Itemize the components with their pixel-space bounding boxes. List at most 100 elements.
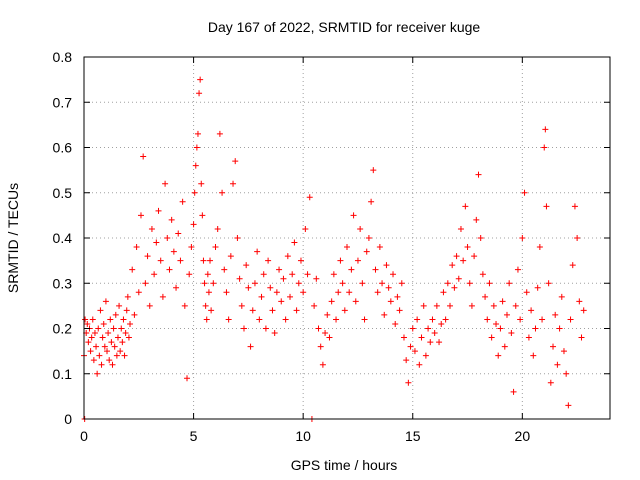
- data-point: [328, 298, 335, 305]
- data-point: [341, 307, 348, 314]
- data-point: [284, 253, 291, 260]
- data-point: [249, 307, 256, 314]
- data-point: [90, 357, 97, 364]
- data-point: [234, 235, 241, 241]
- data-point: [313, 275, 320, 282]
- data-point: [543, 203, 550, 210]
- data-point: [306, 194, 313, 201]
- data-point: [153, 239, 160, 246]
- data-point: [199, 212, 206, 219]
- data-point: [85, 339, 92, 346]
- data-point: [376, 244, 383, 251]
- data-point: [177, 257, 184, 264]
- data-point: [157, 257, 164, 264]
- data-point: [289, 271, 296, 278]
- data-point: [197, 76, 204, 83]
- data-point: [563, 370, 570, 377]
- data-point: [247, 343, 254, 350]
- data-point: [495, 352, 502, 359]
- data-point: [335, 289, 342, 296]
- data-point: [148, 225, 155, 232]
- data-point: [207, 257, 214, 264]
- data-point: [416, 361, 423, 368]
- data-point: [240, 325, 247, 332]
- data-point: [405, 379, 412, 386]
- data-point: [260, 271, 267, 278]
- data-point: [124, 293, 131, 300]
- data-point: [368, 198, 375, 205]
- data-point: [431, 330, 438, 337]
- data-point: [346, 289, 353, 296]
- data-point: [547, 379, 554, 386]
- data-point: [471, 253, 478, 260]
- data-point: [317, 343, 324, 350]
- data-point: [273, 289, 280, 296]
- data-point: [202, 302, 209, 309]
- data-point: [269, 307, 276, 314]
- data-point: [287, 293, 294, 300]
- data-point: [201, 280, 208, 287]
- data-point: [438, 320, 445, 327]
- data-point: [460, 257, 467, 264]
- data-point: [198, 180, 205, 187]
- x-axis-tick-labels: 0 5 10 15 20: [80, 428, 530, 444]
- data-point: [510, 388, 517, 395]
- data-point: [151, 271, 158, 278]
- data-point: [93, 343, 100, 350]
- data-point: [204, 271, 211, 278]
- data-point: [111, 343, 118, 350]
- y-axis-label: SRMTID / TECUs: [5, 183, 21, 293]
- data-point: [541, 144, 548, 151]
- data-point: [425, 325, 432, 332]
- data-point: [311, 302, 318, 309]
- data-point: [578, 334, 585, 341]
- data-point: [208, 307, 215, 314]
- data-point: [499, 298, 506, 305]
- data-point: [192, 162, 199, 169]
- data-point: [333, 316, 340, 323]
- data-point: [133, 244, 140, 251]
- data-point: [315, 325, 322, 332]
- data-point: [390, 271, 397, 278]
- data-point: [194, 130, 201, 137]
- data-point: [245, 284, 252, 291]
- data-point: [131, 311, 138, 318]
- data-point: [550, 343, 557, 350]
- data-point: [258, 293, 265, 300]
- x-tick-label: 5: [190, 428, 198, 444]
- x-tick-label: 0: [80, 428, 88, 444]
- data-point: [100, 320, 107, 327]
- data-point: [87, 348, 94, 355]
- data-point: [453, 253, 460, 260]
- data-point: [191, 189, 198, 196]
- data-point: [135, 289, 142, 296]
- data-point: [385, 284, 392, 291]
- data-point: [101, 343, 108, 350]
- data-point: [291, 239, 298, 246]
- data-point: [223, 289, 230, 296]
- data-point: [357, 225, 364, 232]
- data-point: [501, 343, 508, 350]
- data-point: [348, 266, 355, 273]
- data-point: [370, 167, 377, 174]
- data-point: [457, 225, 464, 232]
- data-point: [140, 153, 147, 160]
- data-point: [379, 280, 386, 287]
- data-point: [429, 316, 436, 323]
- data-point: [420, 302, 427, 309]
- data-point: [576, 298, 583, 305]
- data-point: [164, 235, 171, 241]
- data-point: [433, 302, 440, 309]
- x-axis-label: GPS time / hours: [291, 457, 398, 473]
- data-point: [387, 298, 394, 305]
- data-point: [210, 280, 217, 287]
- data-point: [232, 158, 239, 165]
- data-point: [322, 330, 329, 337]
- data-point: [514, 266, 521, 273]
- data-point: [436, 339, 443, 346]
- data-point: [205, 289, 212, 296]
- data-point: [363, 248, 370, 255]
- data-point: [521, 189, 528, 196]
- data-point: [267, 284, 274, 291]
- data-point: [530, 352, 537, 359]
